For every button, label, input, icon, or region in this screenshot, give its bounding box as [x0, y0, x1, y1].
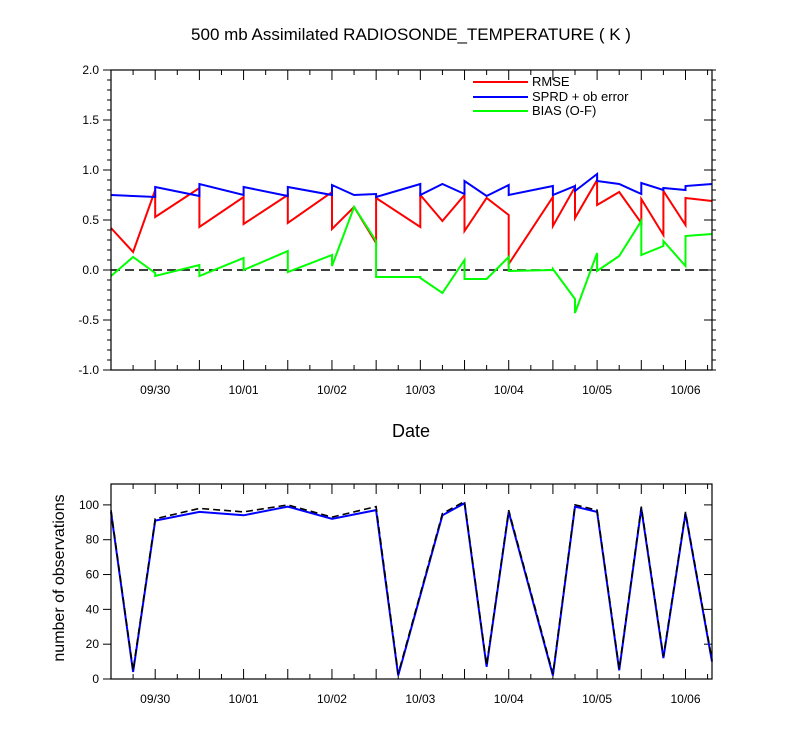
- bottom-y-tick-label: 80: [86, 533, 100, 547]
- top-y-tick-label: 0.0: [82, 263, 99, 277]
- bottom-y-tick-label: 60: [86, 568, 100, 582]
- bottom-y-tick-label: 100: [79, 498, 99, 512]
- series-line-observations-possible: [110, 500, 713, 675]
- top-y-tick-label: 1.0: [82, 163, 99, 177]
- top-y-tick-label: 0.5: [82, 213, 99, 227]
- bottom-x-tick-label: 10/04: [494, 692, 524, 706]
- top-y-tick-label: 1.5: [82, 113, 99, 127]
- y-axis-label-observations: number of observations: [51, 494, 68, 661]
- legend: RMSE SPRD + ob error BIAS (O-F): [473, 74, 629, 118]
- bottom-x-tick-label: 10/02: [317, 692, 347, 706]
- top-x-tick-label: 10/06: [670, 383, 700, 397]
- bottom-x-tick-label: 09/30: [140, 692, 170, 706]
- top-x-tick-label: 09/30: [140, 383, 170, 397]
- bottom-x-tick-label: 10/05: [582, 692, 612, 706]
- top-y-tick-label: 2.0: [82, 63, 99, 77]
- series-line-sprd-ob-error: [110, 171, 713, 199]
- bottom-x-tick-label: 10/03: [405, 692, 435, 706]
- top-x-tick-label: 10/01: [229, 383, 259, 397]
- top-x-tick-label: 10/04: [494, 383, 524, 397]
- bottom-y-tick-label: 0: [92, 672, 99, 686]
- legend-label-bias: BIAS (O-F): [532, 103, 596, 118]
- top-x-tick-label: 10/03: [405, 383, 435, 397]
- bottom-y-tick-label: 20: [86, 637, 100, 651]
- bottom-y-tick-label: 40: [86, 602, 100, 616]
- top-x-tick-label: 10/02: [317, 383, 347, 397]
- bottom-x-tick-label: 10/06: [670, 692, 700, 706]
- bottom-x-tick-label: 10/01: [229, 692, 259, 706]
- top-y-tick-label: -0.5: [78, 313, 99, 327]
- series-line-bias-o-f: [110, 204, 713, 314]
- x-axis-label: Date: [392, 421, 430, 441]
- chart-title: 500 mb Assimilated RADIOSONDE_TEMPERATUR…: [191, 25, 631, 44]
- legend-label-sprd: SPRD + ob error: [532, 89, 629, 104]
- bottom-plot: 09/30 10/01 10/02 10/03 10/04 10/05 10/06 0 20 40…: [79, 484, 713, 706]
- top-x-tick-label: 10/05: [582, 383, 612, 397]
- top-y-tick-label: -1.0: [78, 363, 99, 377]
- legend-label-rmse: RMSE: [532, 74, 570, 89]
- top-plot-frame: [110, 69, 713, 371]
- bottom-plot-frame: [110, 483, 713, 680]
- top-plot: 09/30 10/01 10/02 10/03 10/04 10/05 10/06 -1.0 -…: [78, 63, 716, 397]
